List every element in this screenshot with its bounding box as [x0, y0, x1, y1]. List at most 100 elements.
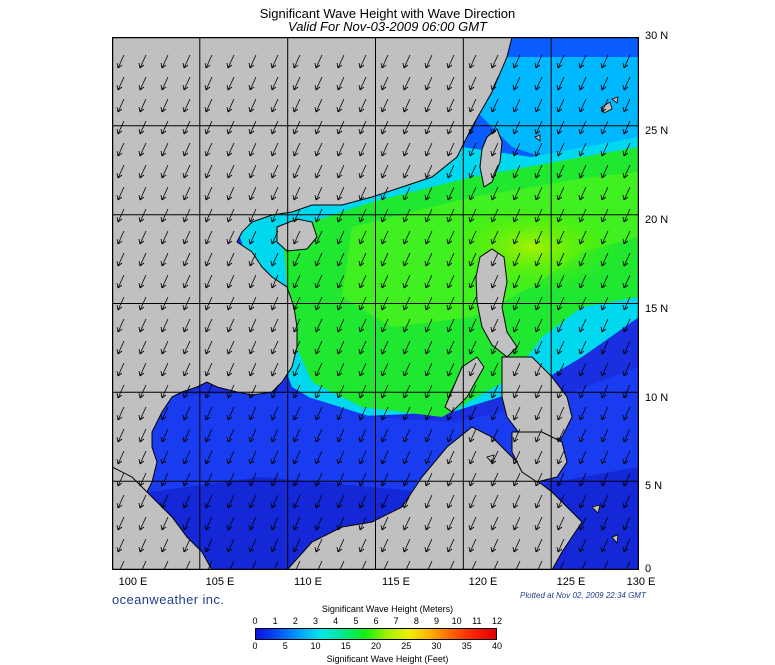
- wave-arrow: [578, 406, 587, 421]
- wave-arrow: [424, 54, 433, 69]
- wave-arrow: [336, 120, 345, 135]
- feet-tick: 10: [310, 641, 321, 651]
- wave-arrow: [182, 54, 191, 69]
- wave-arrow: [160, 296, 169, 311]
- wave-arrow: [534, 230, 543, 245]
- wave-arrow: [248, 252, 257, 267]
- wave-arrow: [534, 362, 543, 377]
- meters-tick: 12: [491, 616, 502, 626]
- wave-arrow: [336, 362, 345, 377]
- wave-arrow: [314, 274, 323, 289]
- wave-arrow: [226, 296, 235, 311]
- wave-arrow: [204, 54, 213, 69]
- wave-arrow: [160, 274, 169, 289]
- wave-arrow: [380, 406, 389, 421]
- wave-arrow: [248, 318, 257, 333]
- wave-arrow: [336, 76, 345, 91]
- wave-arrow: [182, 340, 191, 355]
- wave-arrow: [138, 142, 147, 157]
- wave-arrow: [424, 472, 433, 487]
- feet-tick: 30: [431, 641, 442, 651]
- wave-arrow: [292, 186, 301, 201]
- wave-arrow: [424, 428, 433, 443]
- wave-arrow: [380, 494, 389, 509]
- lon-label: 110 E: [294, 576, 322, 588]
- wave-arrow: [292, 142, 301, 157]
- wave-arrow: [204, 340, 213, 355]
- wave-arrow: [138, 120, 147, 135]
- wave-arrow: [490, 142, 499, 157]
- wave-arrow: [314, 230, 323, 245]
- chart-subtitle: Valid For Nov-03-2009 06:00 GMT: [288, 19, 487, 34]
- wave-arrow: [512, 318, 521, 333]
- wave-arrow: [358, 384, 367, 399]
- hainan-island: [276, 218, 318, 252]
- wave-arrow: [226, 538, 235, 553]
- wave-arrow: [358, 120, 367, 135]
- wave-arrow: [578, 164, 587, 179]
- wave-arrow: [248, 538, 257, 553]
- lat-label: 5 N: [645, 480, 663, 492]
- wave-arrow: [226, 54, 235, 69]
- wave-arrow: [248, 494, 257, 509]
- wave-arrow: [600, 450, 609, 465]
- wave-arrow: [512, 54, 521, 69]
- wave-arrow: [116, 142, 125, 157]
- wave-arrow: [380, 384, 389, 399]
- wave-arrow: [446, 208, 455, 223]
- wave-arrow: [248, 164, 257, 179]
- wave-arrow: [402, 362, 411, 377]
- wave-arrow: [600, 406, 609, 421]
- wave-arrow: [182, 186, 191, 201]
- wave-arrow: [446, 340, 455, 355]
- wave-arrow: [512, 142, 521, 157]
- wave-arrow: [402, 494, 411, 509]
- wave-arrow: [556, 538, 565, 553]
- wave-arrow: [622, 164, 631, 179]
- wave-arrow: [336, 186, 345, 201]
- wave-arrow: [204, 274, 213, 289]
- wave-arrow: [270, 538, 279, 553]
- wave-arrow: [490, 362, 499, 377]
- wave-arrow: [490, 538, 499, 553]
- wave-arrow: [424, 318, 433, 333]
- wave-arrow: [622, 296, 631, 311]
- wave-arrow: [468, 274, 477, 289]
- wave-arrow: [226, 76, 235, 91]
- wave-arrow: [490, 494, 499, 509]
- wave-arrow: [182, 538, 191, 553]
- wave-arrow: [380, 296, 389, 311]
- wave-arrow: [204, 98, 213, 113]
- wave-arrow: [578, 362, 587, 377]
- wave-arrow: [446, 494, 455, 509]
- wave-arrow: [204, 296, 213, 311]
- wave-arrow: [446, 274, 455, 289]
- wave-arrow: [204, 76, 213, 91]
- wave-arrow: [534, 142, 543, 157]
- wave-arrow: [226, 406, 235, 421]
- wave-arrow: [512, 296, 521, 311]
- wave-arrow: [314, 120, 323, 135]
- wave-arrow: [270, 186, 279, 201]
- legend-title-feet: Significant Wave Height (Feet): [326, 654, 449, 664]
- wave-arrow: [402, 340, 411, 355]
- wave-arrow: [534, 164, 543, 179]
- wave-arrow: [622, 186, 631, 201]
- wave-arrow: [556, 516, 565, 531]
- wave-arrow: [446, 54, 455, 69]
- wave-arrow: [182, 384, 191, 399]
- wave-arrow: [424, 494, 433, 509]
- wave-arrow: [468, 98, 477, 113]
- wave-arrow: [292, 318, 301, 333]
- wave-arrow: [402, 252, 411, 267]
- wave-arrow: [490, 98, 499, 113]
- wave-arrow: [116, 450, 125, 465]
- wave-arrow: [622, 472, 631, 487]
- lat-label: 15 N: [645, 303, 669, 315]
- wave-arrow: [490, 230, 499, 245]
- wave-arrow: [116, 362, 125, 377]
- wave-arrow: [600, 142, 609, 157]
- wave-arrow: [314, 516, 323, 531]
- wave-arrow: [314, 54, 323, 69]
- wave-arrow: [336, 472, 345, 487]
